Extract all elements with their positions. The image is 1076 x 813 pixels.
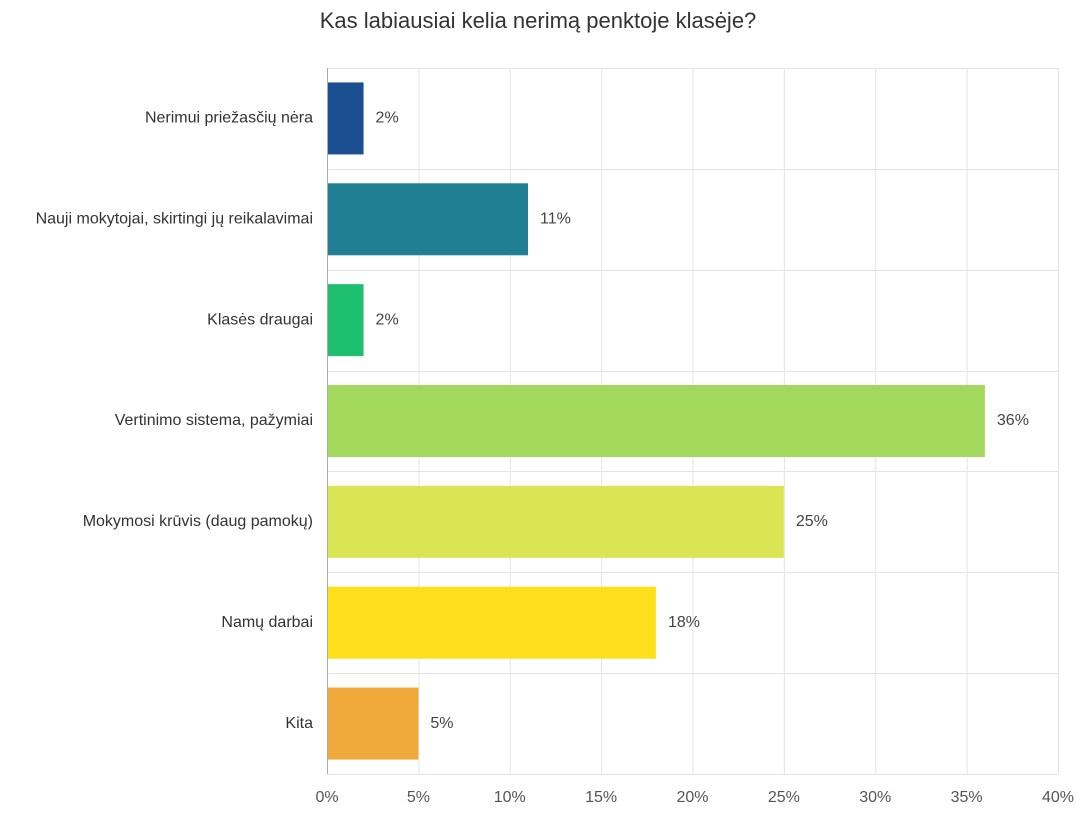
bar [328, 284, 364, 357]
x-tick-label: 25% [768, 789, 800, 806]
x-tick-label: 15% [585, 789, 617, 806]
category-label: Namų darbai [221, 614, 313, 631]
bar [328, 485, 784, 558]
category-label: Klasės draugai [207, 311, 313, 328]
value-label: 5% [430, 715, 453, 732]
value-label: 11% [540, 211, 571, 228]
value-label: 36% [997, 412, 1029, 429]
value-label: 25% [796, 513, 828, 530]
x-tick-label: 35% [951, 789, 983, 806]
bar [328, 687, 419, 760]
value-label: 2% [376, 110, 399, 127]
value-label: 18% [668, 614, 700, 631]
x-tick-label: 0% [315, 789, 338, 806]
category-label: Kita [285, 715, 313, 732]
chart-title: Kas labiausiai kelia nerimą penktoje kla… [319, 8, 757, 33]
x-tick-label: 40% [1042, 789, 1074, 806]
category-label: Nerimui priežasčių nėra [145, 110, 313, 127]
x-tick-label: 20% [676, 789, 708, 806]
category-label: Mokymosi krūvis (daug pamokų) [83, 513, 313, 530]
x-tick-label: 10% [494, 789, 526, 806]
category-label: Vertinimo sistema, pažymiai [115, 412, 313, 429]
bar [328, 586, 656, 659]
category-label: Nauji mokytojai, skirtingi jų reikalavim… [36, 211, 313, 228]
x-tick-label: 30% [859, 789, 891, 806]
bar [328, 82, 364, 155]
bar [328, 385, 985, 457]
bar [328, 183, 529, 256]
x-tick-label: 5% [407, 789, 430, 806]
value-label: 2% [376, 311, 399, 328]
